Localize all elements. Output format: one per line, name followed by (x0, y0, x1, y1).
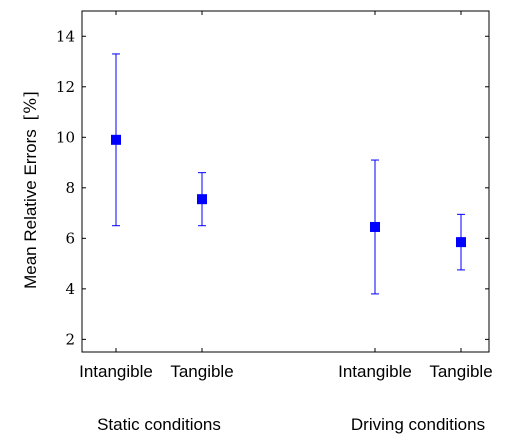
category-label: Intangible (338, 362, 412, 381)
category-label: Tangible (429, 362, 492, 381)
square-marker (197, 194, 207, 205)
data-point (370, 159, 380, 295)
y-tick-label: 8 (65, 179, 75, 197)
y-tick-label: 10 (56, 128, 75, 146)
y-tick-label: 6 (65, 229, 75, 247)
y-tick-label: 4 (65, 280, 75, 298)
group-label: Driving conditions (351, 415, 485, 434)
data-point (197, 172, 207, 227)
square-marker (111, 134, 121, 145)
x-axis-labels: Intangible Tangible Intangible Tangible (79, 362, 493, 381)
y-tick-label: 14 (56, 27, 75, 45)
y-axis-label: Mean Relative Errors [%] (21, 91, 41, 289)
square-marker (456, 237, 466, 248)
square-marker (370, 221, 380, 232)
y-tick-label: 12 (56, 78, 75, 96)
category-label: Intangible (79, 362, 153, 381)
category-label: Tangible (170, 362, 233, 381)
group-labels: Static conditions Driving conditions (97, 415, 485, 434)
y-tick-label: 2 (65, 330, 75, 348)
group-label: Static conditions (97, 415, 221, 434)
data-point (456, 213, 466, 271)
data-marks (111, 53, 466, 295)
plot-frame (81, 10, 490, 353)
data-point (111, 53, 121, 227)
y-axis-ticks: 2 4 6 8 10 12 14 (56, 11, 489, 352)
